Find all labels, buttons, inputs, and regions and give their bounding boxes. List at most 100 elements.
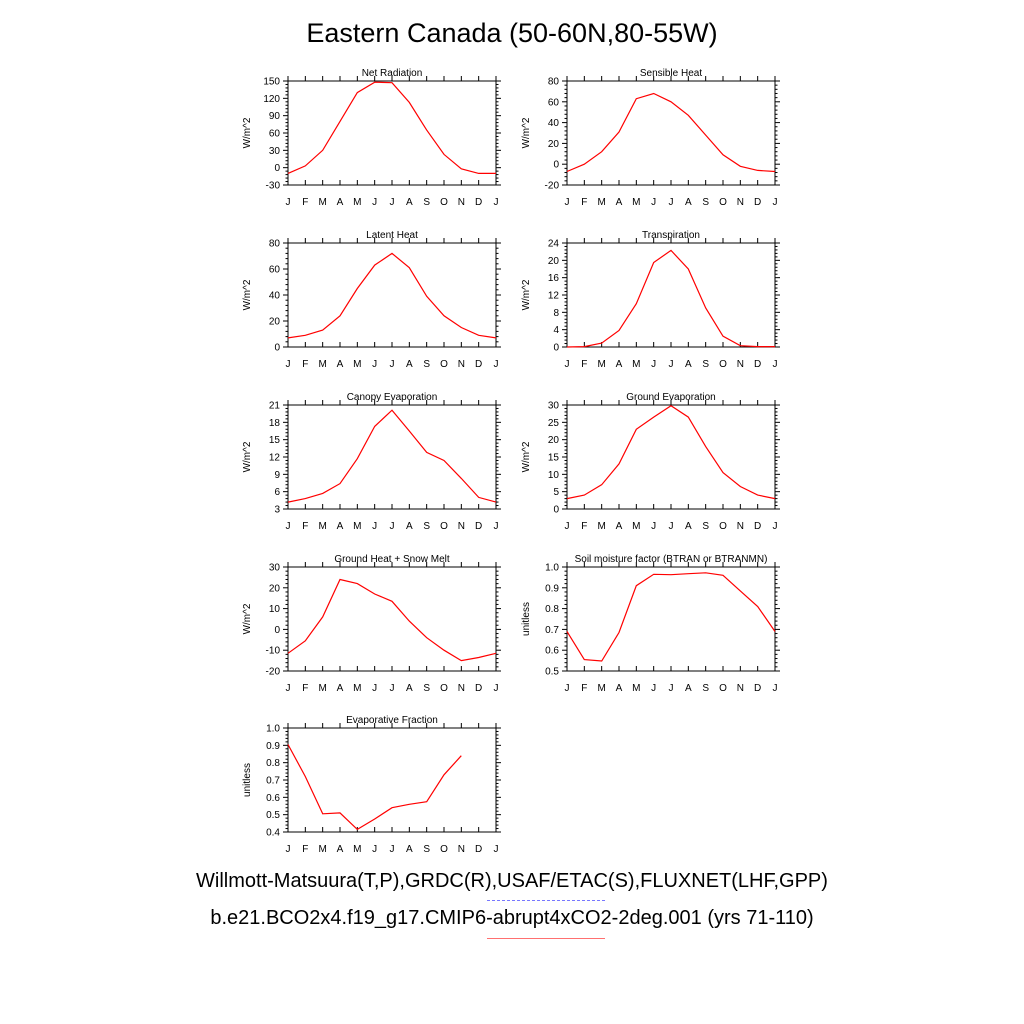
x-tick-label: J	[372, 844, 377, 855]
x-tick-label: A	[406, 197, 413, 208]
panel-title: Canopy Evaporation	[347, 392, 438, 403]
y-tick-label: 21	[269, 401, 281, 412]
y-tick-label: 60	[548, 97, 560, 108]
x-tick-label: M	[597, 521, 605, 532]
y-tick-label: 60	[269, 129, 281, 140]
page-title: Eastern Canada (50-60N,80-55W)	[306, 18, 718, 48]
x-tick-label: J	[286, 683, 291, 694]
x-tick-label: A	[685, 359, 692, 370]
x-tick-label: J	[565, 683, 570, 694]
x-tick-label: F	[302, 521, 308, 532]
y-tick-label: 9	[274, 470, 280, 481]
y-axis-label: unitless	[242, 763, 253, 797]
y-tick-label: 20	[269, 583, 281, 594]
x-tick-label: J	[651, 521, 656, 532]
y-tick-label: 0.7	[266, 776, 280, 787]
x-tick-label: M	[353, 521, 361, 532]
y-tick-label: 0	[274, 163, 280, 174]
y-axis-label: W/m^2	[242, 279, 253, 310]
y-tick-label: 30	[269, 563, 281, 574]
x-tick-label: J	[494, 521, 499, 532]
y-tick-label: 16	[548, 273, 560, 284]
x-tick-label: J	[390, 844, 395, 855]
x-tick-label: J	[773, 197, 778, 208]
x-tick-label: A	[616, 197, 623, 208]
panel-title: Net Radiation	[362, 68, 423, 79]
x-tick-label: J	[651, 359, 656, 370]
y-tick-label: 8	[553, 308, 559, 319]
x-tick-label: D	[754, 521, 761, 532]
plot-frame	[287, 727, 497, 833]
x-tick-label: J	[669, 521, 674, 532]
x-tick-label: O	[440, 844, 448, 855]
y-tick-label: 0.4	[266, 828, 280, 839]
x-tick-label: O	[719, 359, 727, 370]
x-tick-label: N	[458, 197, 465, 208]
x-tick-label: J	[390, 359, 395, 370]
panel-title: Soil moisture factor (BTRAN or BTRANMN)	[575, 554, 768, 565]
series-line	[566, 404, 776, 500]
x-tick-label: S	[423, 683, 430, 694]
series-line	[287, 578, 497, 662]
y-tick-label: 80	[548, 77, 560, 88]
x-tick-label: J	[372, 197, 377, 208]
series-line	[287, 744, 462, 831]
y-tick-label: 30	[548, 401, 560, 412]
legend-observations-label: Willmott-Matsuura(T,P),GRDC(R),USAF/ETAC…	[196, 870, 828, 892]
y-tick-label: 120	[263, 94, 280, 105]
x-tick-label: D	[475, 359, 482, 370]
x-tick-label: A	[337, 683, 344, 694]
x-tick-label: F	[302, 197, 308, 208]
y-tick-label: 0.5	[266, 810, 280, 821]
x-tick-label: A	[337, 359, 344, 370]
y-tick-label: 0.8	[266, 758, 280, 769]
y-tick-label: 10	[548, 470, 560, 481]
y-tick-label: 0.9	[266, 741, 280, 752]
y-tick-label: 0	[553, 160, 559, 171]
series-line	[566, 572, 776, 662]
x-tick-label: O	[440, 521, 448, 532]
x-tick-label: M	[318, 844, 326, 855]
x-tick-label: S	[702, 197, 709, 208]
x-tick-label: M	[632, 683, 640, 694]
x-tick-label: J	[390, 197, 395, 208]
x-tick-label: D	[475, 683, 482, 694]
y-tick-label: 3	[274, 505, 280, 516]
x-tick-label: S	[423, 359, 430, 370]
x-tick-label: A	[337, 844, 344, 855]
y-tick-label: 15	[548, 453, 560, 464]
x-tick-label: M	[318, 197, 326, 208]
panel-title: Ground Heat + Snow Melt	[334, 554, 450, 565]
panel-title: Evaporative Fraction	[346, 715, 438, 726]
x-tick-label: S	[702, 359, 709, 370]
x-tick-label: M	[353, 359, 361, 370]
y-tick-label: -20	[266, 667, 281, 678]
x-tick-label: M	[632, 359, 640, 370]
y-axis-label: W/m^2	[521, 279, 532, 310]
x-tick-label: O	[719, 683, 727, 694]
plot-frame	[566, 242, 776, 348]
x-tick-label: J	[773, 521, 778, 532]
y-tick-label: 12	[548, 291, 560, 302]
y-tick-label: 0	[274, 343, 280, 354]
panel-title: Sensible Heat	[640, 68, 702, 79]
y-tick-label: 1.0	[266, 724, 280, 735]
plot-frame	[566, 566, 776, 672]
x-tick-label: J	[651, 197, 656, 208]
x-tick-label: F	[302, 844, 308, 855]
x-tick-label: A	[616, 521, 623, 532]
y-tick-label: -10	[266, 646, 281, 657]
x-tick-label: J	[494, 844, 499, 855]
y-tick-label: 0	[553, 505, 559, 516]
y-tick-label: 0	[274, 625, 280, 636]
y-tick-label: 15	[269, 435, 281, 446]
series-line	[566, 249, 775, 348]
x-tick-label: S	[702, 683, 709, 694]
y-axis-label: W/m^2	[242, 441, 253, 472]
x-tick-label: M	[597, 683, 605, 694]
x-tick-label: M	[353, 683, 361, 694]
